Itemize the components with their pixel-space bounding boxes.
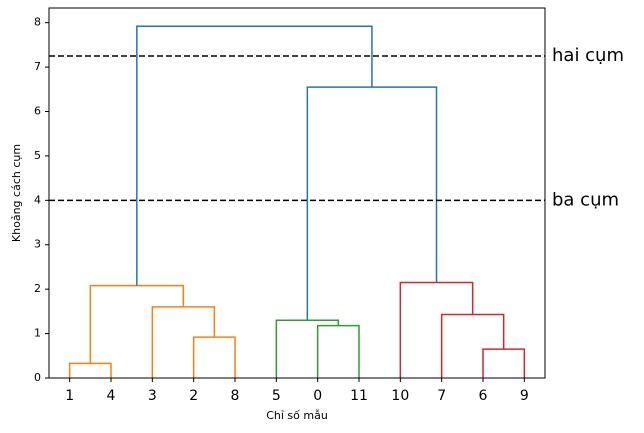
y-tick-label: 4 [34,193,41,206]
link [68,362,112,378]
y-tick-label: 3 [34,238,41,251]
y-tick-label: 2 [34,282,41,295]
y-tick-label: 0 [34,371,41,384]
x-tick-label: 3 [148,388,157,404]
x-tick-label: 7 [437,388,446,404]
x-tick-label: 4 [107,388,116,404]
plot-frame [48,7,546,379]
link [482,348,526,378]
x-tick-label: 10 [391,388,409,404]
x-axis-label: Chỉ số mẫu [266,409,328,422]
x-tick-label: 8 [231,388,240,404]
y-tick-label: 7 [34,60,41,73]
link [136,25,373,286]
y-tick-label: 6 [34,104,41,117]
link [306,86,438,321]
link [440,313,505,378]
y-tick-label: 1 [34,327,41,340]
link [151,306,216,378]
cut-label: hai cụm [552,45,624,66]
y-tick-label: 5 [34,149,41,162]
link [316,324,360,378]
y-axis-label: Khoảng cách cụm [10,144,23,242]
link [192,336,236,378]
x-tick-label: 11 [350,388,368,404]
y-tick-label: 8 [34,16,41,29]
x-tick-label: 9 [520,388,529,404]
x-tick-label: 5 [272,388,281,404]
x-tick-label: 2 [189,388,198,404]
x-tick-label: 0 [313,388,322,404]
link [89,284,185,364]
link [275,319,340,378]
cut-label: ba cụm [552,189,619,210]
x-tick-label: 6 [479,388,488,404]
x-tick-label: 1 [65,388,74,404]
link [399,281,474,378]
